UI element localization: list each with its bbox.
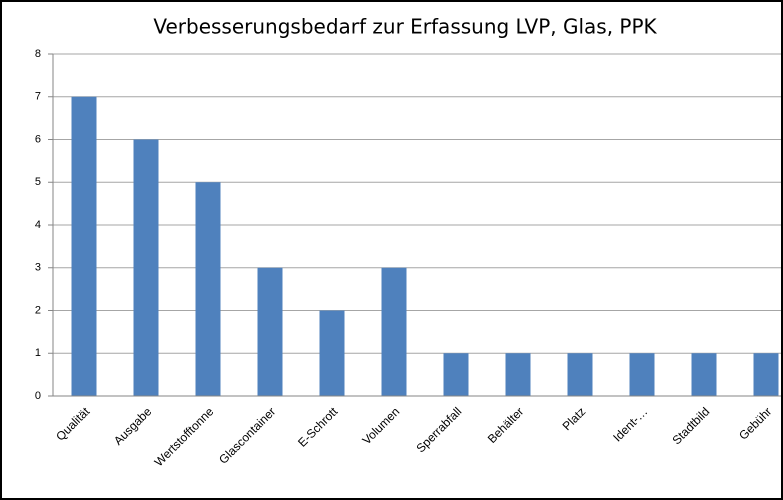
- bar: [691, 353, 717, 396]
- y-tick-label: 0: [35, 390, 41, 402]
- bar: [257, 267, 283, 396]
- y-tick-label: 4: [35, 219, 41, 231]
- bar: [567, 353, 593, 396]
- bar: [195, 182, 221, 396]
- y-tick-label: 3: [35, 262, 41, 274]
- y-tick-label: 7: [35, 91, 41, 103]
- bar: [753, 353, 779, 396]
- bar: [629, 353, 655, 396]
- bar: [505, 353, 531, 396]
- y-tick-label: 1: [35, 347, 41, 359]
- bar: [443, 353, 469, 396]
- y-tick-label: 2: [35, 304, 41, 316]
- bar: [71, 96, 97, 396]
- y-tick-label: 5: [35, 176, 41, 188]
- bar: [133, 139, 159, 396]
- bar: [319, 310, 345, 396]
- y-tick-label: 8: [35, 48, 41, 60]
- y-tick-label: 6: [35, 133, 41, 145]
- bar: [381, 267, 407, 396]
- chart-title: Verbesserungsbedarf zur Erfassung LVP, G…: [153, 15, 657, 39]
